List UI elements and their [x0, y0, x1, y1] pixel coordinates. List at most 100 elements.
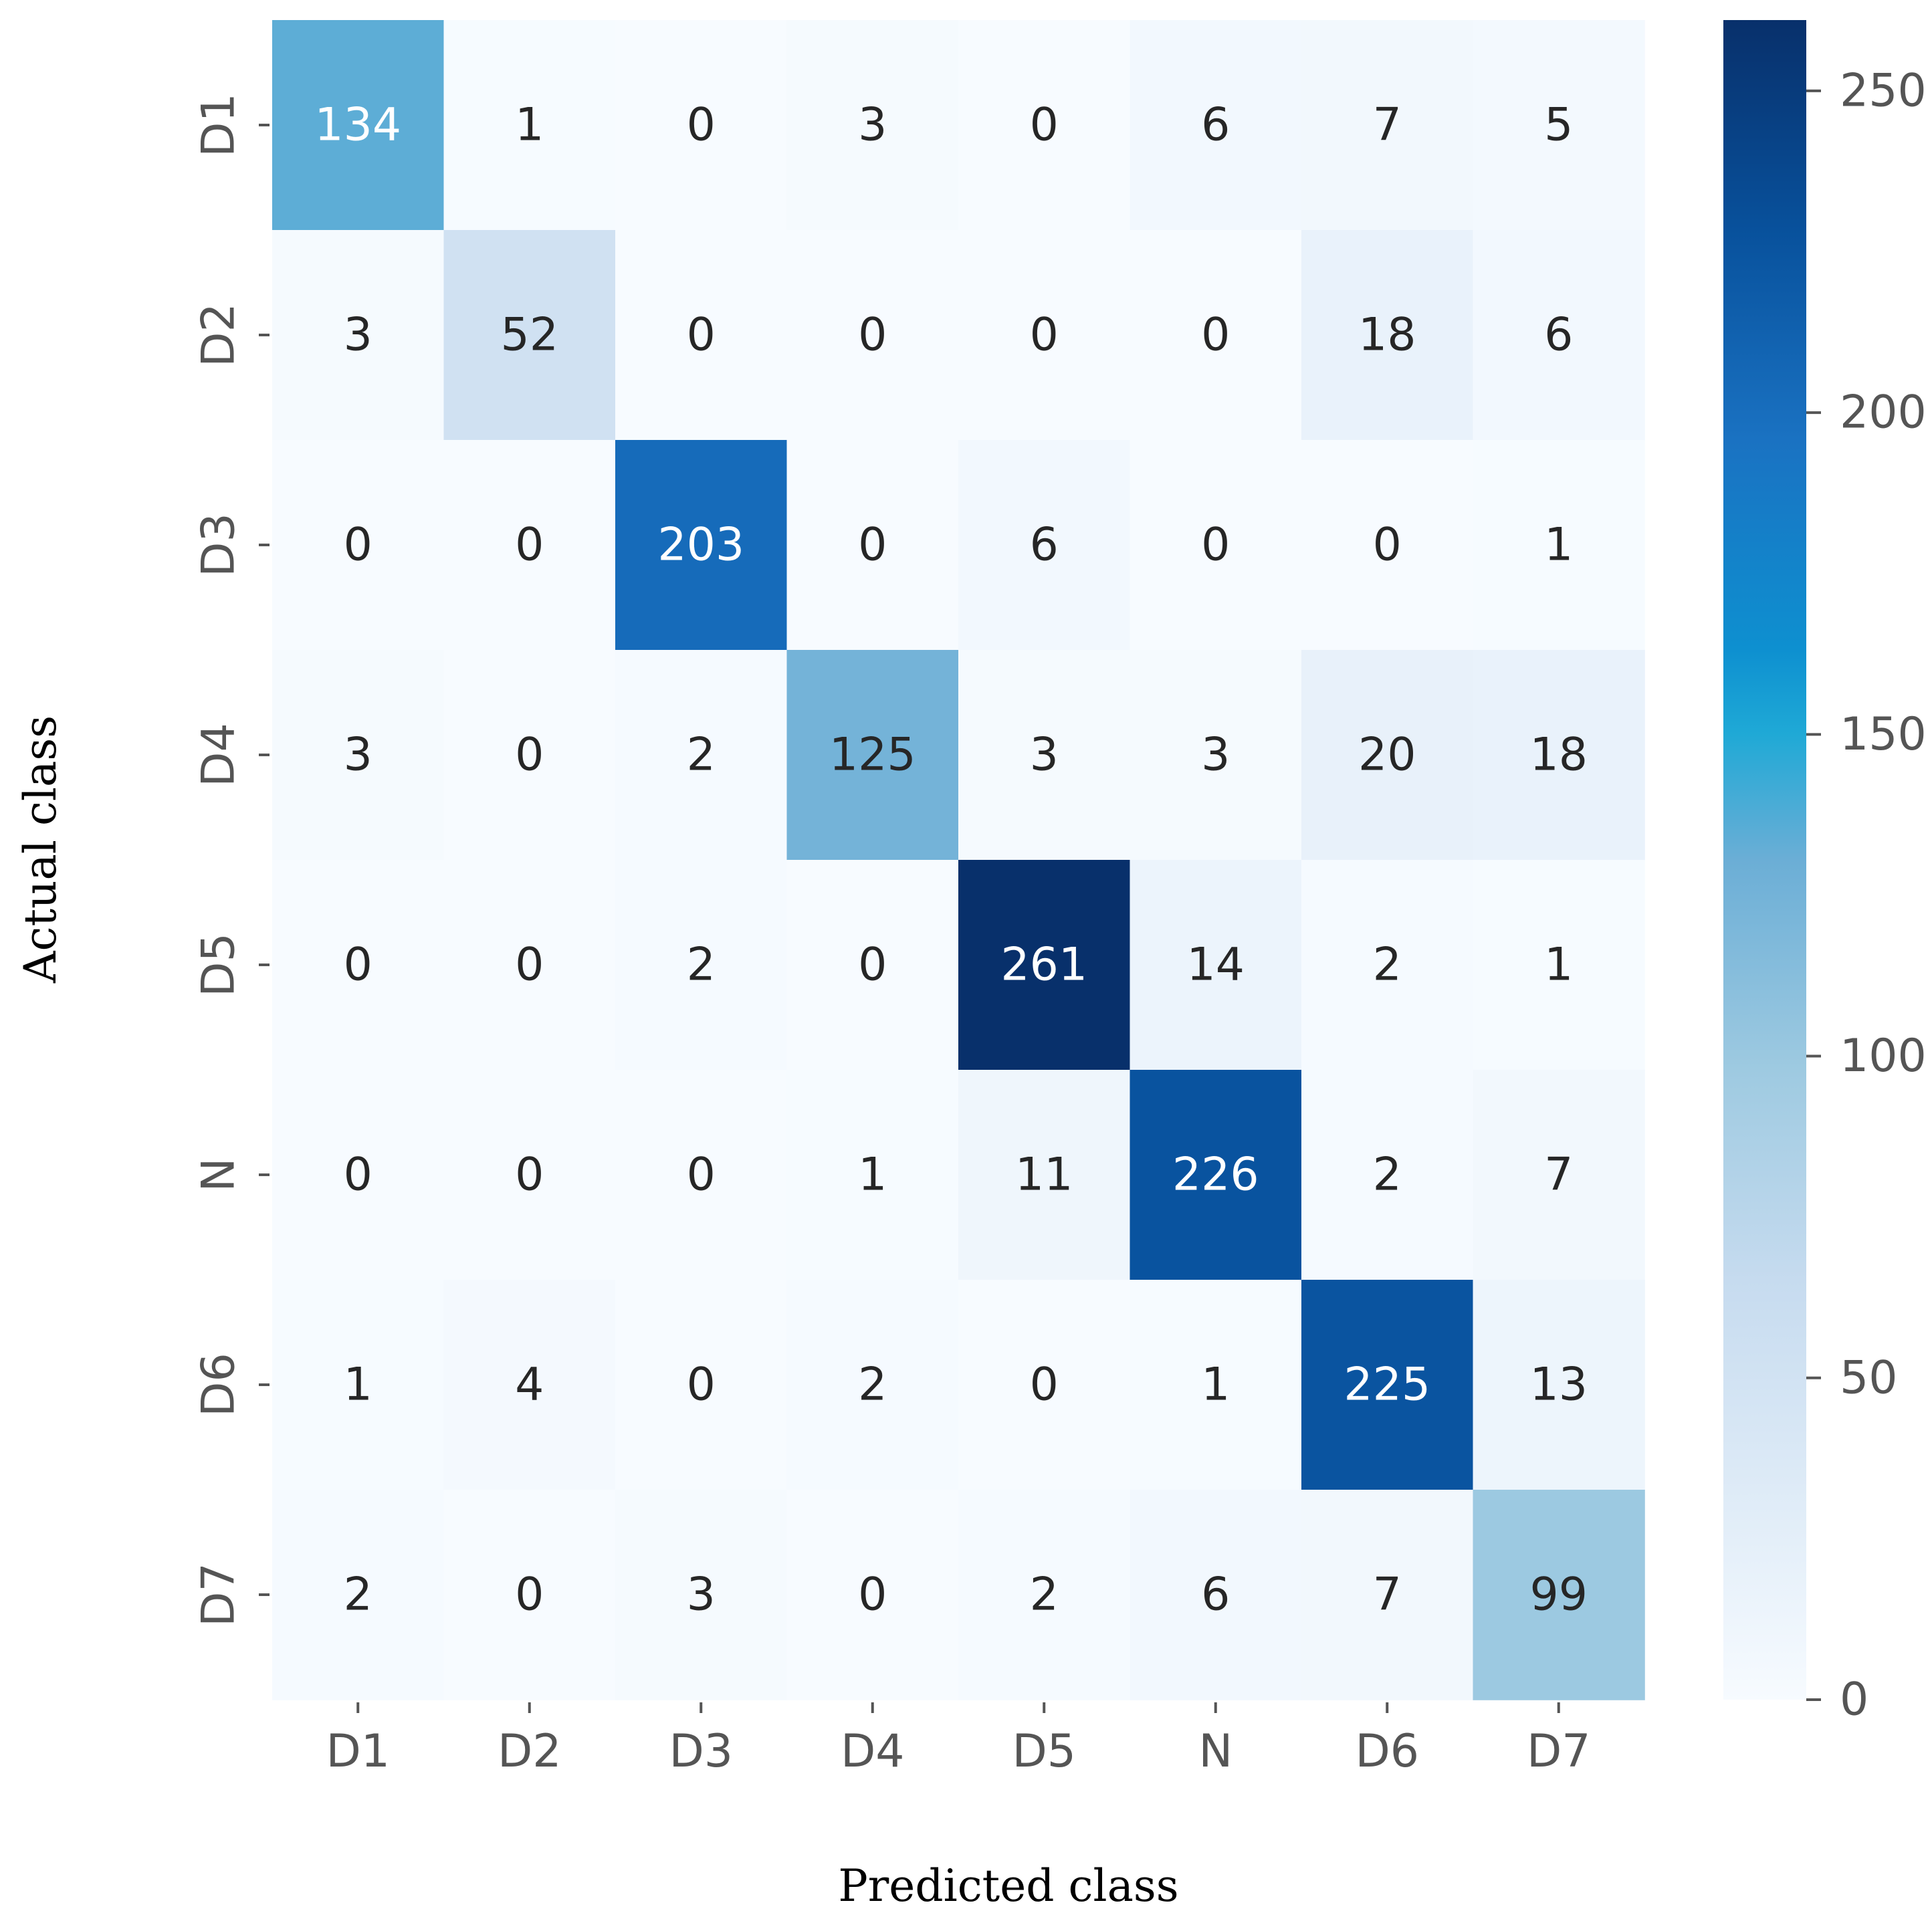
cell-value-label: 7	[1373, 1569, 1402, 1621]
cell-value-label: 1	[1544, 939, 1573, 992]
cell-value-label: 0	[687, 1359, 716, 1411]
cell-value-label: 0	[515, 519, 544, 572]
x-tick-label: D5	[1012, 1725, 1076, 1778]
cell-value-label: 0	[858, 519, 887, 572]
y-tick-label: D6	[193, 1353, 245, 1417]
y-tick-label: D2	[193, 303, 245, 367]
cell-value-label: 3	[1201, 729, 1230, 782]
cell-value-label: 2	[1373, 939, 1402, 992]
heatmap-cell-D7-D7	[1473, 1490, 1645, 1700]
heatmap-cell-D6-D6	[1301, 1280, 1474, 1490]
heatmap-cell-D2-D7	[1473, 230, 1645, 441]
heatmap-cell-D5-D4	[786, 860, 959, 1070]
cell-value-label: 0	[687, 99, 716, 152]
heatmap-cell-D1-D3	[615, 20, 788, 231]
colorbar-tick-label: 0	[1840, 1674, 1868, 1726]
cell-value-label: 0	[1030, 1359, 1059, 1411]
cell-value-label: 13	[1530, 1359, 1588, 1411]
cell-value-label: 6	[1201, 1569, 1230, 1621]
cell-value-label: 6	[1201, 99, 1230, 152]
colorbar	[1723, 20, 1806, 1700]
cell-value-label: 1	[1201, 1359, 1230, 1411]
y-axis-title: Actual class	[15, 715, 66, 984]
heatmap-cell-D6-D4	[786, 1280, 959, 1490]
heatmap-cell-D6-D7	[1473, 1280, 1645, 1490]
colorbar-tick-label: 250	[1840, 64, 1927, 117]
heatmap-cell-N-D4	[786, 1070, 959, 1280]
cell-value-label: 203	[657, 519, 744, 572]
heatmap-cell-D6-D3	[615, 1280, 788, 1490]
x-axis-title: Predicted class	[838, 1860, 1178, 1912]
heatmap-cell-D2-D3	[615, 230, 788, 441]
y-tick-label: D3	[193, 513, 245, 577]
heatmap-cell-D3-D7	[1473, 440, 1645, 651]
x-tick-label: D3	[669, 1725, 733, 1778]
heatmap-cell-D4-D3	[615, 650, 788, 861]
heatmap-cell-D5-D6	[1301, 860, 1474, 1070]
cell-value-label: 0	[1201, 309, 1230, 362]
colorbar-axis: 0 50 100 150 200 250	[1806, 64, 1927, 1726]
heatmap-cell-N-D7	[1473, 1070, 1645, 1280]
heatmap-cell-D1-D4	[786, 20, 959, 231]
heatmap-cell-D5-D3	[615, 860, 788, 1070]
cell-value-label: 0	[344, 519, 372, 572]
heatmap-cell-D6-D5	[958, 1280, 1131, 1490]
heatmap-cell-D3-D3	[615, 440, 788, 651]
cell-value-label: 0	[515, 1569, 544, 1621]
heatmap-cell-D5-N	[1130, 860, 1302, 1070]
cell-value-label: 11	[1015, 1149, 1073, 1202]
cell-value-label: 0	[344, 939, 372, 992]
cell-value-label: 0	[515, 1149, 544, 1202]
heatmap-cell-D4-D5	[958, 650, 1131, 861]
cell-value-label: 3	[687, 1569, 716, 1621]
heatmap-cell-D2-D2	[443, 230, 616, 441]
y-tick-label: D7	[193, 1563, 245, 1627]
heatmap-cell-D2-D6	[1301, 230, 1474, 441]
heatmap-cell-D3-D5	[958, 440, 1131, 651]
colorbar-tick-label: 200	[1840, 386, 1927, 439]
heatmap-cell-N-D6	[1301, 1070, 1474, 1280]
heatmap-cell-D7-D5	[958, 1490, 1131, 1700]
heatmap-cell-D4-N	[1130, 650, 1302, 861]
y-tick-label: D5	[193, 933, 245, 997]
heatmap-cell-D3-N	[1130, 440, 1302, 651]
cell-value-label: 1	[1544, 519, 1573, 572]
heatmap-cell-D2-D4	[786, 230, 959, 441]
heatmap-cell-D1-D1	[272, 20, 445, 231]
heatmap-cell-D7-D6	[1301, 1490, 1474, 1700]
cell-value-label: 125	[829, 729, 916, 782]
y-tick-label: D4	[193, 723, 245, 787]
cell-value-label: 1	[515, 99, 544, 152]
heatmap-cell-D3-D2	[443, 440, 616, 651]
cell-value-label: 6	[1030, 519, 1059, 572]
heatmap-value-labels: 134 1 0 3 0 6 7 53 52 0 0 0 0 18 60 0 203 0 6 0 0 13 0 2 125 3 3 20…	[314, 99, 1588, 1621]
cell-value-label: 226	[1172, 1149, 1259, 1202]
cell-value-label: 0	[1373, 519, 1402, 572]
cell-value-label: 225	[1344, 1359, 1430, 1411]
cell-value-label: 1	[858, 1149, 887, 1202]
heatmap-cell-D7-D3	[615, 1490, 788, 1700]
heatmap-cell-D6-N	[1130, 1280, 1302, 1490]
heatmap-cell-D4-D6	[1301, 650, 1474, 861]
heatmap-cell-N-D5	[958, 1070, 1131, 1280]
x-tick-label: N	[1198, 1725, 1232, 1778]
cell-value-label: 18	[1530, 729, 1588, 782]
heatmap-cell-N-D3	[615, 1070, 788, 1280]
cell-value-label: 0	[515, 729, 544, 782]
colorbar-tick-label: 100	[1840, 1030, 1927, 1083]
x-tick-label: D7	[1527, 1725, 1591, 1778]
heatmap-cell-N-N	[1130, 1070, 1302, 1280]
heatmap-cell-D4-D1	[272, 650, 445, 861]
colorbar-tick-label: 150	[1840, 708, 1927, 761]
cell-value-label: 0	[1201, 519, 1230, 572]
cell-value-label: 0	[858, 1569, 887, 1621]
cell-value-label: 99	[1530, 1569, 1588, 1621]
heatmap-cell-D7-D2	[443, 1490, 616, 1700]
cell-value-label: 2	[1373, 1149, 1402, 1202]
heatmap-cell-D7-D1	[272, 1490, 445, 1700]
heatmap-cell-D4-D7	[1473, 650, 1645, 861]
cell-value-label: 2	[344, 1569, 372, 1621]
cell-value-label: 1	[344, 1359, 372, 1411]
heatmap-cell-D2-N	[1130, 230, 1302, 441]
